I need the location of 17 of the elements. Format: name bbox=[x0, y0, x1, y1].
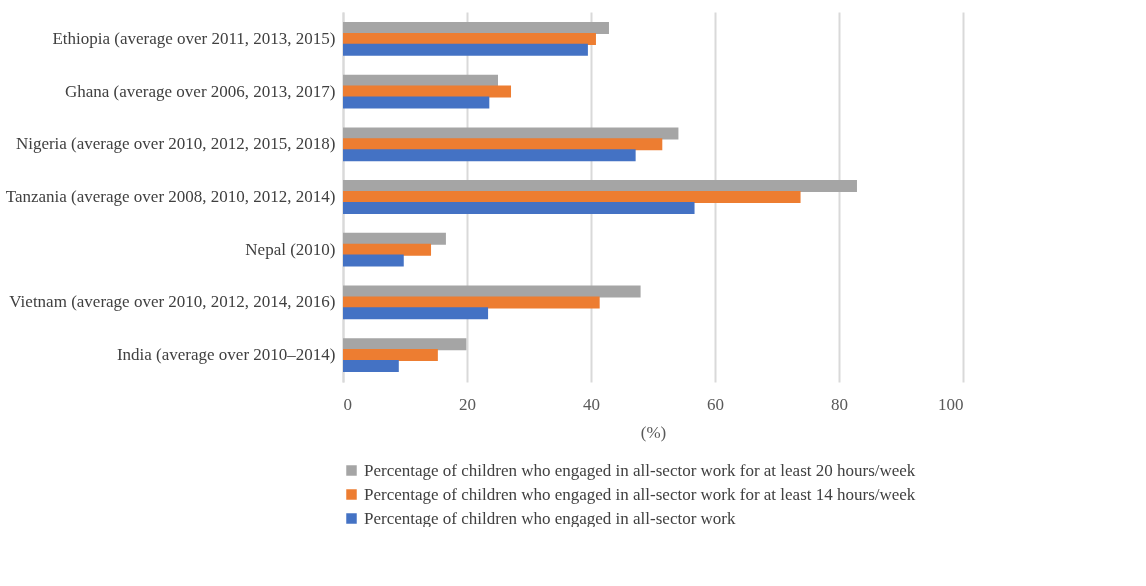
x-tick-label: 20 bbox=[459, 394, 476, 414]
x-tick-label: 60 bbox=[707, 394, 724, 414]
y-tick-label: India (average over 2010–2014) bbox=[116, 345, 336, 365]
x-axis-title: (%) bbox=[640, 422, 667, 442]
y-tick-label: Nigeria (average over 2010, 2012, 2015, 2018) bbox=[15, 134, 336, 154]
y-tick-label: Ethiopia (average over 2011, 2013, 2015) bbox=[52, 28, 336, 48]
legend-label: Percentage of children who engaged in all-sector work for at least 20 hours/week bbox=[364, 460, 916, 480]
legend-label: Percentage of children who engaged in all-sector work for at least 14 hours/week bbox=[364, 484, 916, 504]
x-tick-label: 80 bbox=[831, 394, 848, 414]
y-tick-label: Nepal (2010) bbox=[245, 239, 336, 259]
x-tick-label: 100 bbox=[938, 394, 964, 414]
y-tick-label: Vietnam (average over 2010, 2012, 2014, 2016) bbox=[9, 292, 336, 312]
y-tick-label: Ghana (average over 2006, 2013, 2017) bbox=[65, 81, 336, 101]
x-tick-label: 40 bbox=[583, 394, 600, 414]
y-tick-label: Tanzania (average over 2008, 2010, 2012, 2014) bbox=[5, 187, 336, 206]
legend-label: Percentage of children who engaged in all-sector work bbox=[364, 508, 736, 528]
x-tick-label: 0 bbox=[343, 394, 352, 414]
